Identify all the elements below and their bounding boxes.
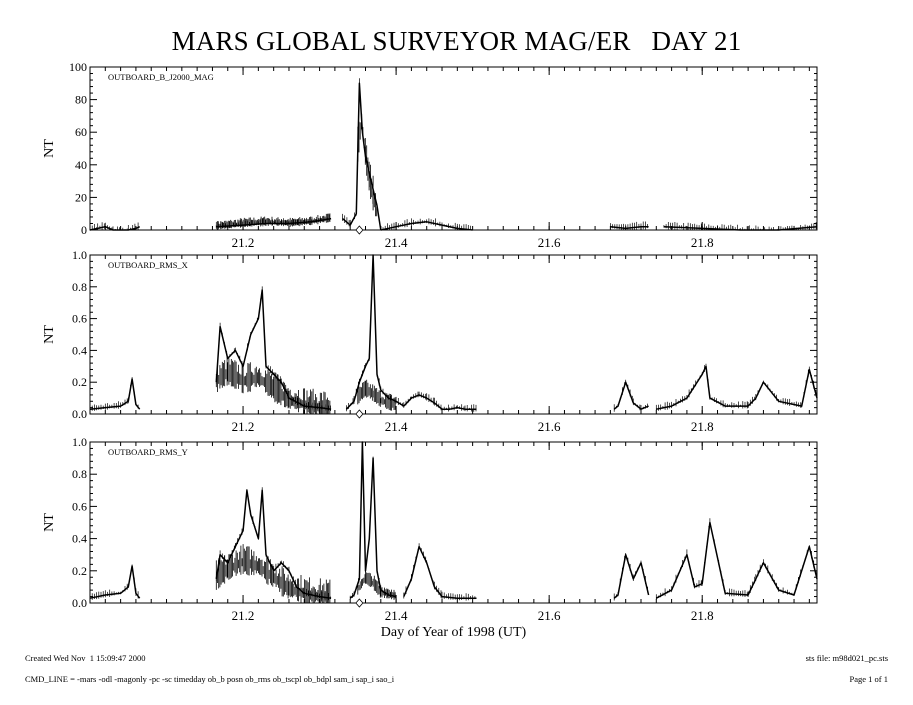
page-title: MARS GLOBAL SURVEYOR MAG/ER DAY 21 <box>171 26 742 56</box>
y-tick-label: 0.2 <box>72 564 87 578</box>
data-line-texture <box>613 553 648 601</box>
data-line-segment <box>656 365 818 410</box>
data-line-texture <box>663 222 817 230</box>
footer-page-number: Page 1 of 1 <box>849 674 888 684</box>
marker-diamond <box>355 225 364 235</box>
x-tick-label: 21.2 <box>232 419 255 434</box>
y-tick-label: 0.0 <box>72 407 87 421</box>
data-line-texture <box>349 442 396 600</box>
y-tick-label: 1.0 <box>72 248 87 262</box>
y-tick-label: 40 <box>75 158 87 172</box>
x-tick-label: 21.2 <box>232 235 255 250</box>
x-tick-label: 21.4 <box>385 235 408 250</box>
data-line-texture <box>610 221 648 230</box>
x-tick-label: 21.8 <box>691 608 714 623</box>
y-tick-label: 60 <box>75 125 87 139</box>
data-line-segment <box>655 521 818 599</box>
y-axis-title: NT <box>42 139 57 158</box>
plot-frame <box>89 441 818 604</box>
data-line-texture <box>215 214 330 230</box>
data-line-segment <box>613 381 649 410</box>
x-tick-label: 21.2 <box>232 608 255 623</box>
data-line-texture <box>346 255 404 412</box>
data-line-segment <box>613 553 650 599</box>
data-line-segment <box>403 545 477 599</box>
data-line-segment <box>403 394 477 410</box>
y-tick-label: 0.8 <box>72 280 87 294</box>
y-tick-label: 1.0 <box>72 435 87 449</box>
x-tick-label: 21.8 <box>691 419 714 434</box>
y-tick-label: 0.4 <box>72 343 87 357</box>
data-line-segment <box>349 441 397 599</box>
y-axis-title: NT <box>42 325 57 344</box>
x-tick-label: 21.6 <box>538 235 561 250</box>
y-tick-label: 0.6 <box>72 499 87 513</box>
data-line-segment <box>342 82 382 231</box>
data-line-texture <box>89 564 139 600</box>
data-line-texture <box>655 363 817 412</box>
y-tick-label: 80 <box>75 93 87 107</box>
data-line-texture <box>613 379 648 412</box>
x-tick-label: 21.6 <box>538 419 561 434</box>
plot-panel-2: 0.0 0.2 0.4 0.6 0.8 1.0 21.2 21.4 21.6 21.8 OUTBOA… <box>42 248 818 434</box>
y-tick-label: 100 <box>69 60 87 74</box>
data-line-texture <box>342 78 380 228</box>
marker-diamond <box>355 598 364 608</box>
plot-frame <box>89 66 818 231</box>
data-noise-envelope <box>357 379 396 411</box>
data-line-texture <box>89 377 139 411</box>
data-line-texture <box>215 286 331 411</box>
y-axis-title: NT <box>42 513 57 532</box>
x-tick-label: 21.4 <box>385 608 408 623</box>
footer-cmd-line: CMD_LINE = -mars -odl -magonly -pc -sc t… <box>25 674 395 684</box>
footer-created: Created Wed Nov 1 15:09:47 2000 <box>25 653 146 663</box>
panel-label: OUTBOARD_RMS_Y <box>108 447 188 457</box>
data-line-segment <box>89 378 141 410</box>
data-line-texture <box>403 391 477 412</box>
y-tick-label: 0.2 <box>72 375 87 389</box>
data-line-texture <box>655 518 817 601</box>
y-tick-label: 0.4 <box>72 532 87 546</box>
data-line-segment <box>345 254 405 410</box>
plot-panel-1: 0 20 40 60 80 100 21.2 21.4 21.6 21.8 OUTBOARD_B_J… <box>42 60 818 250</box>
y-tick-label: 0.0 <box>72 596 87 610</box>
panel-label: OUTBOARD_RMS_X <box>108 260 188 270</box>
x-tick-label: 21.4 <box>385 419 408 434</box>
data-line-texture <box>380 218 471 230</box>
data-line-segment <box>89 565 141 599</box>
x-tick-label: 21.8 <box>691 235 714 250</box>
footer-sts-file: sts file: m98d021_pc.sts <box>805 653 888 663</box>
data-line-texture <box>403 543 476 601</box>
marker-diamond <box>355 409 364 419</box>
y-tick-label: 20 <box>75 190 87 204</box>
y-tick-label: 0 <box>81 223 87 237</box>
y-tick-label: 0.6 <box>72 312 87 326</box>
x-axis-title: Day of Year of 1998 (UT) <box>381 625 527 640</box>
data-line-segment <box>610 225 649 230</box>
x-tick-label: 21.6 <box>538 608 561 623</box>
panel-label: OUTBOARD_B_J2000_MAG <box>108 72 214 82</box>
data-line-texture <box>215 487 331 601</box>
plot-frame <box>89 254 818 415</box>
data-line-texture <box>89 222 139 230</box>
y-tick-label: 0.8 <box>72 467 87 481</box>
plot-panel-3: 0.0 0.2 0.4 0.6 0.8 1.0 21.2 21.4 21.6 21.8 OUTBOA… <box>42 435 818 640</box>
